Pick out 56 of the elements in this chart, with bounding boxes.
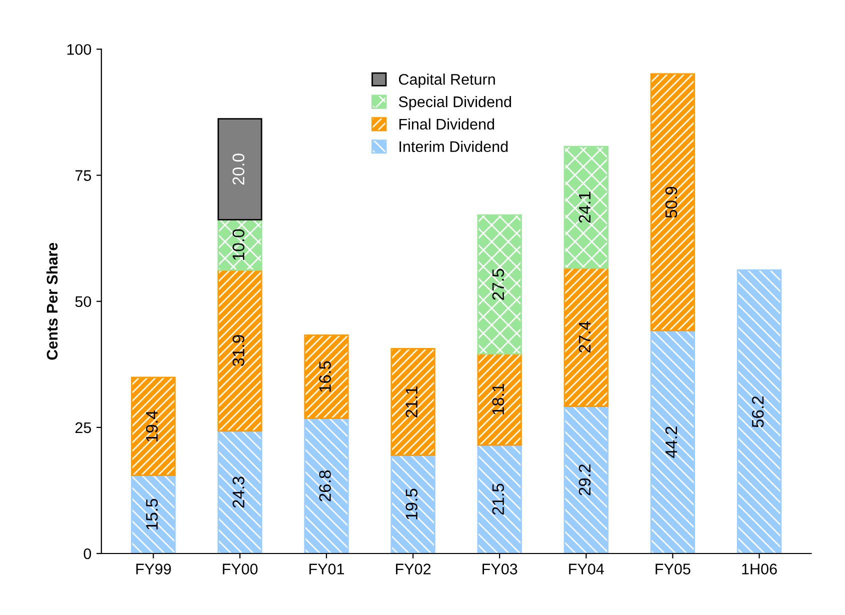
y-tick-label: 25	[75, 422, 92, 434]
bar	[218, 218, 262, 271]
bar	[564, 146, 608, 269]
bar	[304, 334, 349, 420]
data-label: 27.5	[492, 268, 504, 300]
x-tick-label: FY99	[136, 564, 171, 574]
bar	[564, 406, 608, 554]
x-tick-label: FY04	[569, 564, 604, 574]
x-tick-label: FY05	[656, 564, 690, 574]
data-label: 19.5	[406, 488, 418, 520]
x-tick-label: FY03	[482, 564, 518, 574]
data-label: 56.2	[752, 396, 764, 428]
y-tick-label: 0	[84, 548, 92, 560]
bar	[477, 353, 522, 446]
data-label: 20.0	[232, 154, 244, 185]
bar	[650, 73, 696, 332]
data-label: 21.5	[492, 484, 504, 515]
data-label: 24.3	[232, 476, 244, 508]
data-label: 24.1	[578, 192, 590, 223]
x-tick-label: FY02	[396, 564, 431, 574]
data-label: 26.8	[319, 470, 331, 502]
data-label: 16.5	[319, 361, 331, 392]
bar	[218, 430, 262, 554]
bar	[650, 330, 696, 554]
y-tick-label: 75	[75, 170, 92, 181]
bar	[218, 118, 262, 220]
data-label: 10.0	[232, 229, 244, 260]
data-label: 19.4	[146, 410, 158, 442]
bar	[390, 454, 436, 554]
bar	[477, 214, 522, 354]
data-label: 27.4	[578, 321, 590, 353]
legend-label: Special Dividend	[398, 96, 512, 110]
data-label: 31.9	[232, 335, 244, 366]
bar	[477, 444, 522, 554]
bar	[390, 348, 436, 456]
y-tick-label: 100	[67, 44, 92, 55]
legend-label: Final Dividend	[399, 118, 494, 130]
data-label: 29.2	[578, 464, 591, 496]
legend-label: Capital Return	[398, 74, 495, 88]
data-label: 21.1	[406, 386, 418, 418]
bar	[131, 376, 176, 476]
bar	[218, 269, 262, 432]
legend-label: Interim Dividend	[400, 140, 508, 152]
data-label: 44.2	[665, 426, 678, 458]
data-label: 18.1	[492, 384, 504, 414]
bar	[131, 474, 176, 554]
bar	[564, 267, 608, 407]
data-label: 15.5	[146, 498, 158, 530]
y-tick-label: 50	[75, 296, 92, 308]
data-label: 50.9	[665, 186, 678, 218]
bar	[304, 418, 349, 554]
x-tick-label: FY01	[309, 564, 344, 574]
x-tick-label: FY00	[222, 564, 258, 574]
x-tick-label: 1H06	[742, 564, 777, 574]
bar	[736, 269, 782, 554]
y-axis-title: Cents Per Share	[46, 242, 58, 360]
